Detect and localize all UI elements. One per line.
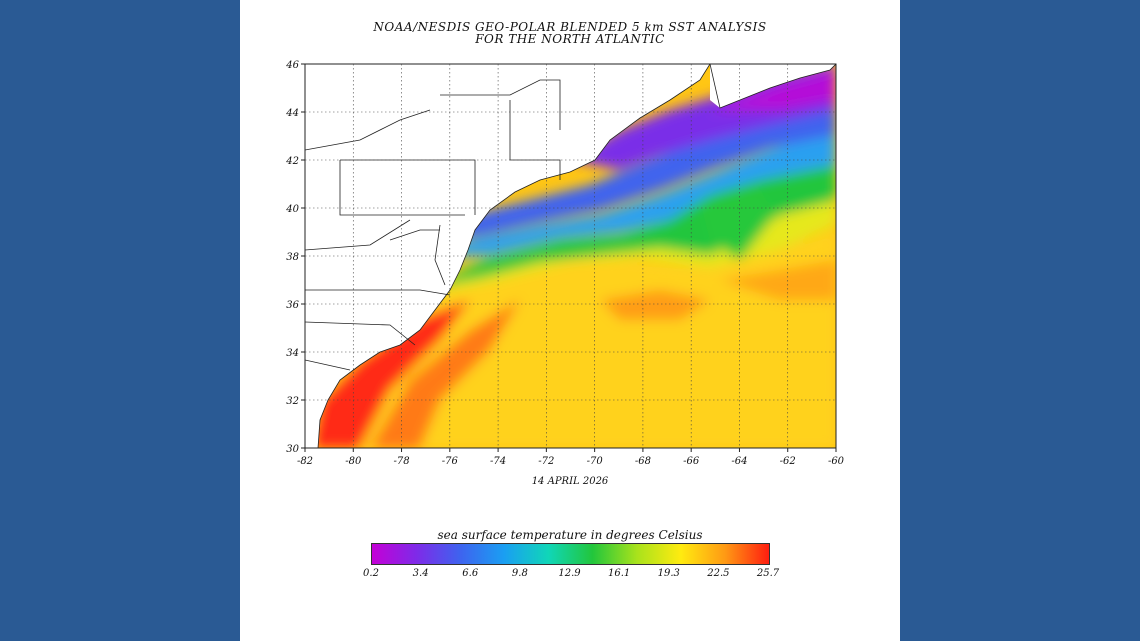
lat-tick-label: 30 <box>286 444 299 455</box>
lon-tick-label: -70 <box>587 456 604 467</box>
sst-field <box>305 64 836 448</box>
lat-tick-label: 36 <box>286 300 299 311</box>
colorbar-tick-label: 12.9 <box>558 568 581 579</box>
lon-tick-label: -82 <box>297 456 313 467</box>
colorbar-tick-label: 9.8 <box>511 568 528 579</box>
lon-tick-label: -74 <box>490 456 506 467</box>
lon-tick-label: -62 <box>780 456 796 467</box>
nova-scotia <box>710 64 836 108</box>
lon-tick-label: -60 <box>828 456 845 467</box>
colorbar-tick-label: 25.7 <box>756 568 780 579</box>
chart-title-line-1: NOAA/NESDIS GEO-POLAR BLENDED 5 km SST A… <box>373 20 767 34</box>
date-label: 14 APRIL 2026 <box>531 476 609 487</box>
colorbar-title: sea surface temperature in degrees Celsi… <box>437 528 703 542</box>
lon-tick-label: -68 <box>635 456 651 467</box>
colorbar-tick-label: 19.3 <box>657 568 680 579</box>
colorbar <box>371 543 770 565</box>
colorbar-tick-label: 3.4 <box>412 568 429 579</box>
chart-title-line-2: FOR THE NORTH ATLANTIC <box>475 32 665 46</box>
lat-tick-label: 38 <box>286 252 299 263</box>
sst-map: -82 -80 -78 -76 -74 -72 -70 -68 -66 -64 -62 -60 30 32… <box>285 60 844 467</box>
lon-tick-label: -78 <box>393 456 409 467</box>
lon-tick-label: -80 <box>345 456 362 467</box>
lon-tick-label: -64 <box>731 456 747 467</box>
lat-tick-label: 34 <box>286 348 299 359</box>
lat-tick-label: 46 <box>285 60 299 71</box>
map-panel: NOAA/NESDIS GEO-POLAR BLENDED 5 km SST A… <box>240 0 900 641</box>
colorbar-tick-label: 16.1 <box>607 568 631 579</box>
lon-tick-label: -72 <box>538 456 554 467</box>
lat-tick-label: 42 <box>285 156 299 167</box>
lat-tick-label: 40 <box>285 204 299 215</box>
colorbar-tick-label: 0.2 <box>363 568 379 579</box>
lat-tick-label: 32 <box>286 396 299 407</box>
axis-ticks: -82 -80 -78 -76 -74 -72 -70 -68 -66 -64 -62 -60 30 32… <box>285 60 844 467</box>
colorbar-tick-label: 6.6 <box>462 568 479 579</box>
lon-tick-label: -76 <box>442 456 459 467</box>
lon-tick-label: -66 <box>683 456 700 467</box>
colorbar-tick-label: 22.5 <box>707 568 730 579</box>
graticule <box>305 64 836 448</box>
lat-tick-label: 44 <box>285 108 299 119</box>
